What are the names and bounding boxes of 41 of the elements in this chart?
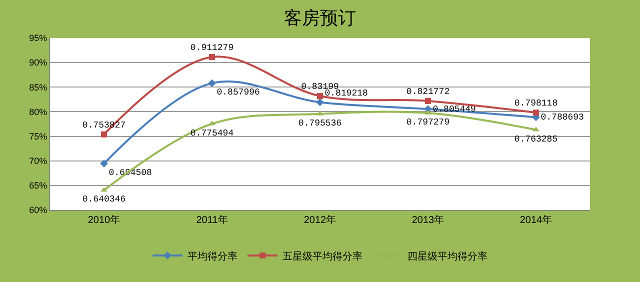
point: [425, 98, 431, 104]
point: [316, 98, 324, 106]
point: [208, 120, 216, 126]
point: [100, 187, 108, 192]
legend-label: 五星级平均得分率: [282, 250, 362, 262]
data-label: 0.797279: [406, 118, 450, 128]
data-label: 0.911279: [190, 43, 234, 54]
x-tick-label: 2012年: [304, 214, 336, 226]
point: [316, 110, 324, 116]
y-tick-label: 75%: [29, 131, 48, 142]
chart-title: 客房预订: [284, 8, 356, 28]
point: [532, 126, 540, 132]
point: [208, 79, 216, 88]
y-tick-label: 70%: [29, 156, 48, 166]
legend-label: 四星级平均得分率: [408, 250, 488, 262]
legend-label: 平均得分率: [188, 250, 238, 262]
y-tick-label: 65%: [29, 180, 48, 191]
data-label: 0.795536: [298, 118, 342, 128]
point: [100, 160, 108, 168]
point: [101, 131, 107, 138]
y-tick-label: 95%: [29, 33, 48, 44]
y-tick-label: 80%: [29, 106, 48, 117]
x-tick-label: 2013年: [412, 214, 444, 226]
x-tick-label: 2010年: [88, 214, 120, 226]
x-tick-label: 2014年: [520, 214, 552, 226]
data-label: 0.821772: [406, 87, 450, 98]
data-label: 0.788693: [540, 112, 584, 123]
point: [317, 92, 323, 99]
y-tick-label: 90%: [29, 58, 48, 68]
data-label: 0.763285: [514, 134, 558, 144]
point: [424, 110, 432, 115]
point: [209, 54, 215, 60]
x-tick-label: 2011年: [196, 214, 228, 226]
y-tick-label: 60%: [29, 205, 48, 216]
data-label: 0.640346: [82, 194, 126, 205]
data-label: 0.798118: [514, 98, 558, 109]
data-label: 0.819218: [324, 88, 368, 98]
data-label: 0.857996: [216, 88, 260, 98]
y-tick-label: 85%: [29, 82, 48, 92]
data-label: 0.775494: [190, 128, 234, 138]
point: [533, 110, 539, 116]
